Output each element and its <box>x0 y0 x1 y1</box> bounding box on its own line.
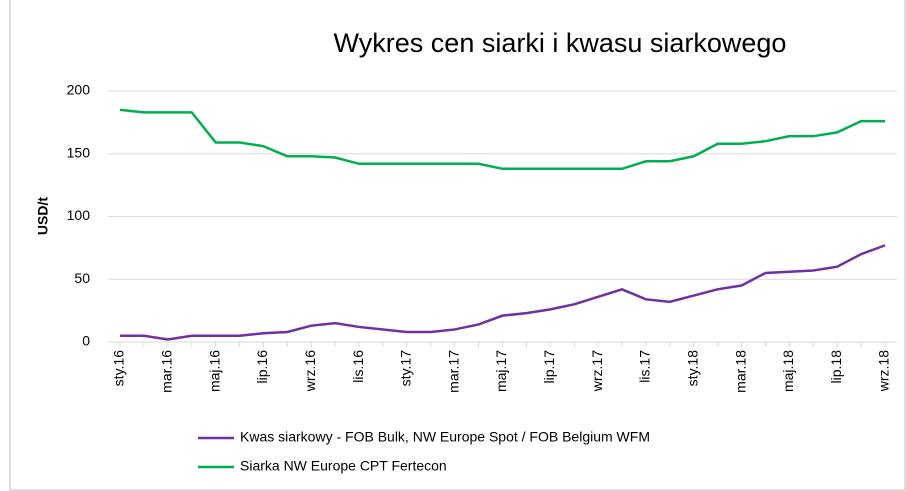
line-series <box>120 244 886 341</box>
x-tick-label: wrz.16 <box>302 350 318 392</box>
y-tick-label: 200 <box>67 82 91 98</box>
x-tick-label: maj.16 <box>206 350 222 392</box>
line-series <box>119 108 885 171</box>
chart-title: Wykres cen siarki i kwasu siarkowego <box>334 28 787 58</box>
x-tick-label: lip.16 <box>254 350 270 384</box>
x-tick-label: lis.16 <box>350 350 366 383</box>
x-tick-label: sty.16 <box>111 350 127 387</box>
x-tick-label: wrz.18 <box>876 350 892 392</box>
legend-label: Kwas siarkowy - FOB Bulk, NW Europe Spot… <box>240 429 650 445</box>
y-tick-label: 0 <box>82 333 90 349</box>
x-tick-label: lip.18 <box>828 350 844 384</box>
y-tick-label: 50 <box>74 270 90 286</box>
x-tick-label: sty.17 <box>398 350 414 387</box>
x-tick-label: wrz.17 <box>589 350 605 392</box>
x-tick-label: mar.17 <box>445 350 461 393</box>
x-tick-label: lip.17 <box>541 350 557 384</box>
x-tick-label: mar.18 <box>732 350 748 393</box>
y-axis-label: USD/t <box>35 197 51 235</box>
chart-border <box>9 0 906 491</box>
y-tick-label: 150 <box>67 144 91 160</box>
x-tick-label: lis.17 <box>637 350 653 383</box>
x-tick-label: maj.18 <box>780 350 796 392</box>
x-tick-label: mar.16 <box>159 350 175 393</box>
legend-label: Siarka NW Europe CPT Fertecon <box>240 458 447 474</box>
x-tick-label: maj.17 <box>493 350 509 392</box>
y-tick-label: 100 <box>67 207 91 223</box>
x-tick-label: sty.18 <box>684 350 700 387</box>
